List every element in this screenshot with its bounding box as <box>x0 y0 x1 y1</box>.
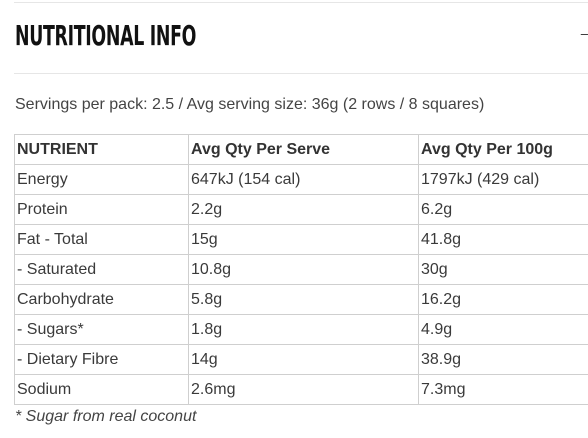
collapse-indicator-icon[interactable]: – <box>580 26 588 41</box>
per-100g-value: 38.9g <box>418 344 588 375</box>
column-header-nutrient: NUTRIENT <box>14 134 189 165</box>
table-row: - Sugars* 1.8g 4.9g <box>14 314 588 345</box>
per-serve-value: 647kJ (154 cal) <box>188 164 419 195</box>
per-serve-value: 10.8g <box>188 254 419 285</box>
per-100g-value: 16.2g <box>418 284 588 315</box>
table-row: - Dietary Fibre 14g 38.9g <box>14 344 588 375</box>
table-row: Fat - Total 15g 41.8g <box>14 224 588 255</box>
nutrition-table: NUTRIENT Avg Qty Per Serve Avg Qty Per 1… <box>14 134 588 405</box>
per-100g-value: 4.9g <box>418 314 588 345</box>
nutrient-name: Sodium <box>14 374 189 405</box>
nutrient-name: Protein <box>14 194 189 225</box>
section-title: NUTRITIONAL INFO <box>15 19 197 52</box>
nutrient-name: - Dietary Fibre <box>14 344 189 375</box>
per-100g-value: 41.8g <box>418 224 588 255</box>
table-row: Protein 2.2g 6.2g <box>14 194 588 225</box>
per-serve-value: 2.2g <box>188 194 419 225</box>
nutrient-name: - Saturated <box>14 254 189 285</box>
nutrient-name: Carbohydrate <box>14 284 189 315</box>
per-100g-value: 7.3mg <box>418 374 588 405</box>
per-100g-value: 6.2g <box>418 194 588 225</box>
table-row: Sodium 2.6mg 7.3mg <box>14 374 588 405</box>
nutrient-name: Energy <box>14 164 189 195</box>
per-serve-value: 15g <box>188 224 419 255</box>
per-serve-value: 2.6mg <box>188 374 419 405</box>
servings-info: Servings per pack: 2.5 / Avg serving siz… <box>15 96 485 113</box>
table-row: Carbohydrate 5.8g 16.2g <box>14 284 588 315</box>
table-row: - Saturated 10.8g 30g <box>14 254 588 285</box>
per-serve-value: 14g <box>188 344 419 375</box>
per-serve-value: 5.8g <box>188 284 419 315</box>
per-serve-value: 1.8g <box>188 314 419 345</box>
section-header[interactable]: NUTRITIONAL INFO <box>15 18 307 54</box>
nutrient-name: - Sugars* <box>14 314 189 345</box>
table-row: Energy 647kJ (154 cal) 1797kJ (429 cal) <box>14 164 588 195</box>
per-100g-value: 1797kJ (429 cal) <box>418 164 588 195</box>
column-header-per-serve: Avg Qty Per Serve <box>188 134 419 165</box>
footnote: * Sugar from real coconut <box>15 408 197 425</box>
nutrient-name: Fat - Total <box>14 224 189 255</box>
per-100g-value: 30g <box>418 254 588 285</box>
table-header-row: NUTRIENT Avg Qty Per Serve Avg Qty Per 1… <box>14 134 588 165</box>
top-divider <box>14 2 588 3</box>
header-divider <box>14 73 588 74</box>
column-header-per-100g: Avg Qty Per 100g <box>418 134 588 165</box>
